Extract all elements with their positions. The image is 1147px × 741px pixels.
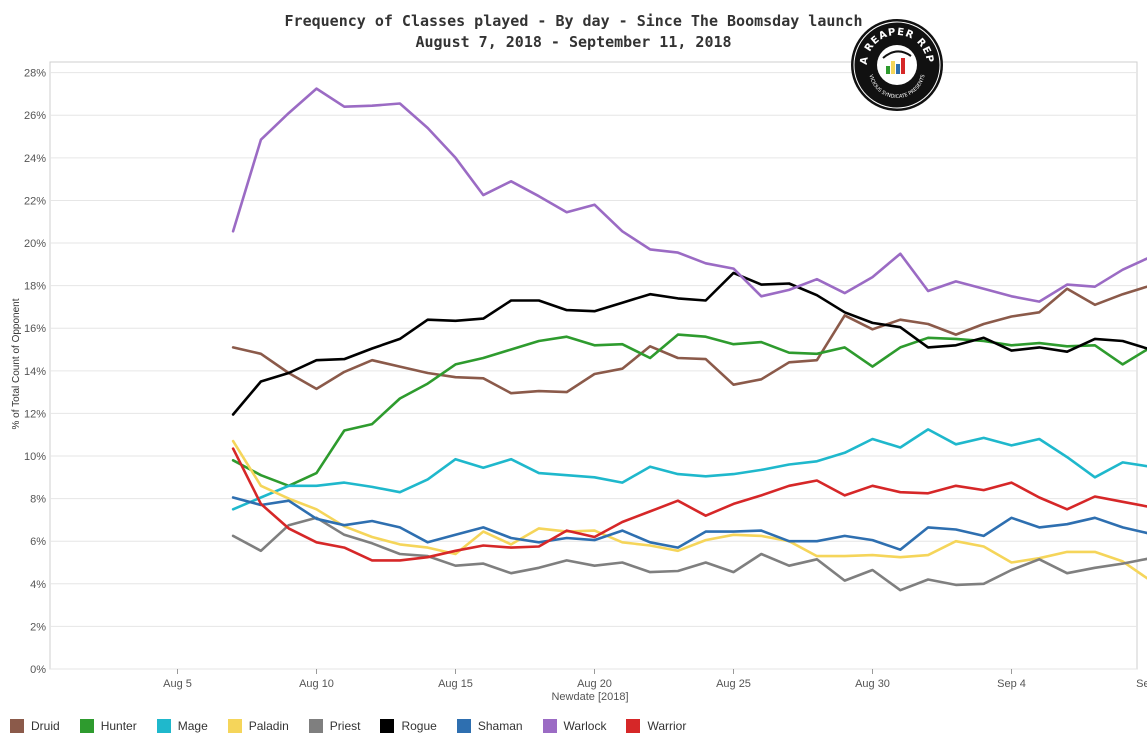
- y-tick-label: 10%: [24, 451, 46, 463]
- legend-label: Shaman: [477, 719, 523, 733]
- series-line-warlock: [231, 87, 1147, 303]
- x-tick-label: Aug 25: [716, 678, 751, 690]
- y-tick-label: 18%: [24, 281, 46, 293]
- legend-swatch: [308, 719, 323, 733]
- legend-swatch: [227, 719, 242, 733]
- legend-item-druid[interactable]: Druid: [10, 717, 60, 735]
- legend-label: Mage: [177, 719, 208, 733]
- x-tick-label: Aug 20: [577, 678, 612, 690]
- legend-swatch: [380, 719, 395, 733]
- legend-swatch: [10, 719, 24, 733]
- series-line-shaman: [231, 496, 1147, 552]
- legend-label: Paladin: [248, 719, 289, 733]
- legend-label: Rogue: [401, 719, 437, 733]
- y-tick-label: 8%: [30, 494, 46, 506]
- legend: Druid Hunter Mage Paladin Priest Rogue Shaman W…: [10, 717, 706, 735]
- legend-swatch: [79, 719, 94, 733]
- legend-item-warrior[interactable]: Warrior: [626, 717, 686, 735]
- y-tick-label: 2%: [30, 621, 46, 633]
- x-tick-label: Sep 4: [997, 678, 1026, 690]
- series-line-priest: [231, 516, 1147, 592]
- legend-swatch: [542, 719, 557, 733]
- legend-label: Warrior: [647, 719, 687, 733]
- legend-swatch: [456, 719, 471, 733]
- chart-title: Frequency of Classes played - By day - S…: [284, 12, 863, 30]
- y-tick-label: 28%: [24, 68, 46, 80]
- legend-item-rogue[interactable]: Rogue: [380, 717, 437, 735]
- legend-item-shaman[interactable]: Shaman: [456, 717, 523, 735]
- chart-subtitle: August 7, 2018 - September 11, 2018: [415, 33, 732, 51]
- y-tick-label: 26%: [24, 110, 46, 122]
- legend-item-warlock[interactable]: Warlock: [542, 717, 607, 735]
- series-line-paladin: [231, 439, 1147, 580]
- data-reaper-report-logo: DATA REAPER REPORT VICIOUS SYNDICATE PRE…: [845, 10, 944, 112]
- x-tick-label: Aug 10: [299, 678, 334, 690]
- y-tick-label: 20%: [24, 238, 46, 250]
- y-tick-label: 0%: [30, 664, 46, 676]
- y-tick-label: 16%: [24, 323, 46, 335]
- legend-label: Warlock: [563, 719, 607, 733]
- series-line-warrior: [231, 447, 1147, 562]
- x-tick-label: Aug 30: [855, 678, 890, 690]
- axes: 0% 2% 4% 6% 8% 10% 12% 14% 16% 18% 20% 22% 24% 26% 28%…: [24, 68, 1147, 690]
- series-line-rogue: [231, 271, 1147, 416]
- x-tick-label: Aug 15: [438, 678, 473, 690]
- x-tick-label: Sep 9: [1136, 678, 1147, 690]
- y-tick-label: 24%: [24, 153, 46, 165]
- legend-label: Priest: [329, 719, 361, 733]
- legend-label: Druid: [31, 719, 60, 733]
- y-tick-label: 6%: [30, 536, 46, 548]
- legend-item-paladin[interactable]: Paladin: [227, 717, 289, 735]
- series-line-hunter: [231, 333, 1147, 488]
- legend-swatch: [626, 719, 641, 733]
- legend-label: Hunter: [100, 719, 137, 733]
- legend-item-hunter[interactable]: Hunter: [79, 717, 137, 735]
- legend-swatch: [156, 719, 171, 733]
- legend-item-mage[interactable]: Mage: [156, 717, 208, 735]
- x-tick-label: Aug 5: [163, 678, 192, 690]
- series-line-druid: [231, 285, 1147, 395]
- gridlines: [49, 61, 1138, 670]
- y-tick-label: 12%: [24, 408, 46, 420]
- series-lines: [231, 87, 1147, 592]
- series-line-mage: [231, 428, 1147, 511]
- y-tick-label: 14%: [24, 366, 46, 378]
- x-axis-label: Newdate [2018]: [551, 691, 628, 703]
- y-tick-label: 4%: [30, 579, 46, 591]
- legend-item-priest[interactable]: Priest: [308, 717, 361, 735]
- y-tick-label: 22%: [24, 195, 46, 207]
- y-axis-label: % of Total Count of Opponent: [11, 298, 22, 429]
